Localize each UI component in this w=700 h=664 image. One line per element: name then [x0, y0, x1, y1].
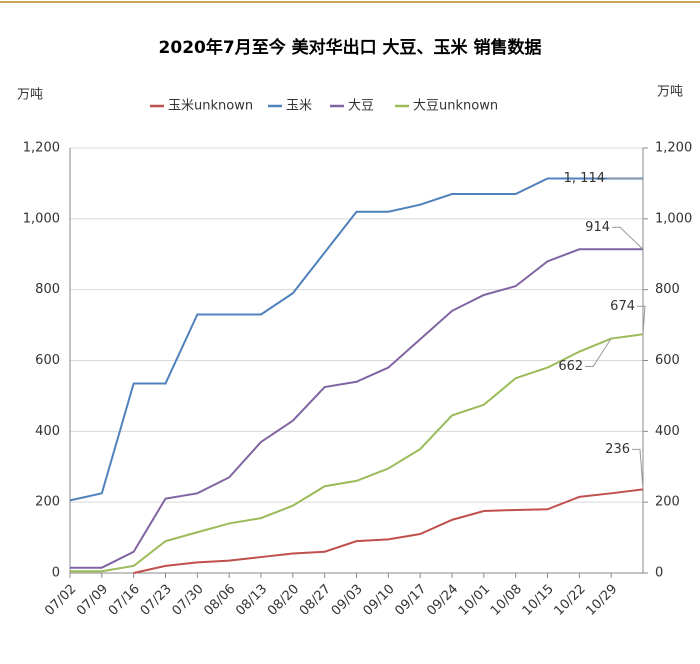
- x-tick-label: 07/30: [170, 582, 207, 619]
- data-label: 1, 114: [564, 171, 605, 186]
- label-leader: [585, 338, 612, 368]
- x-tick-label: 07/09: [74, 582, 111, 619]
- label-leader: [637, 305, 646, 335]
- legend-label: 玉米: [286, 99, 312, 114]
- legend-label: 玉米unknown: [168, 99, 253, 114]
- x-tick-label: 08/06: [201, 582, 238, 619]
- series-line: [70, 248, 643, 569]
- chart-title: 2020年7月至今 美对华出口 大豆、玉米 销售数据: [159, 37, 542, 58]
- label-leader: [632, 448, 644, 490]
- y-tick-label: 0: [52, 566, 60, 581]
- x-tick-label: 08/20: [265, 582, 302, 619]
- y-tick-label: 200: [35, 495, 60, 510]
- y2-tick-label: 600: [655, 353, 680, 368]
- x-tick-label: 10/01: [456, 582, 493, 619]
- legend-label: 大豆unknown: [413, 99, 498, 114]
- series-line: [70, 333, 644, 573]
- x-tick-label: 09/17: [392, 582, 429, 619]
- y-tick-label: 1,200: [23, 141, 60, 156]
- x-tick-label: 10/08: [488, 582, 525, 619]
- y-axis-label: 万吨: [17, 88, 43, 103]
- y2-tick-label: 1,200: [655, 141, 692, 156]
- y-tick-label: 800: [35, 282, 60, 297]
- y-tick-label: 600: [35, 353, 60, 368]
- y2-tick-label: 800: [655, 282, 680, 297]
- y2-tick-label: 1,000: [655, 211, 692, 226]
- y2-tick-label: 200: [655, 495, 680, 510]
- x-tick-label: 10/15: [520, 582, 557, 619]
- x-tick-label: 09/10: [361, 582, 398, 619]
- data-label: 914: [585, 220, 610, 235]
- data-label: 236: [605, 442, 630, 457]
- y2-axis-label: 万吨: [657, 85, 683, 100]
- series-line: [69, 177, 643, 502]
- y-tick-label: 1,000: [23, 211, 60, 226]
- label-leader: [612, 226, 644, 250]
- data-label: 674: [610, 299, 635, 314]
- x-tick-label: 07/02: [42, 582, 79, 619]
- x-tick-label: 10/29: [583, 582, 620, 619]
- x-tick-label: 07/16: [106, 582, 143, 619]
- y2-tick-label: 0: [655, 566, 663, 581]
- x-tick-label: 08/27: [297, 582, 334, 619]
- series-line: [133, 488, 644, 574]
- legend-label: 大豆: [348, 99, 374, 114]
- x-tick-label: 09/24: [424, 582, 461, 619]
- x-tick-label: 09/03: [329, 582, 366, 619]
- y-tick-label: 400: [35, 424, 60, 439]
- x-tick-label: 07/23: [138, 582, 175, 619]
- x-tick-label: 08/13: [233, 582, 270, 619]
- data-label: 662: [558, 359, 583, 374]
- x-tick-label: 10/22: [552, 582, 589, 619]
- y2-tick-label: 400: [655, 424, 680, 439]
